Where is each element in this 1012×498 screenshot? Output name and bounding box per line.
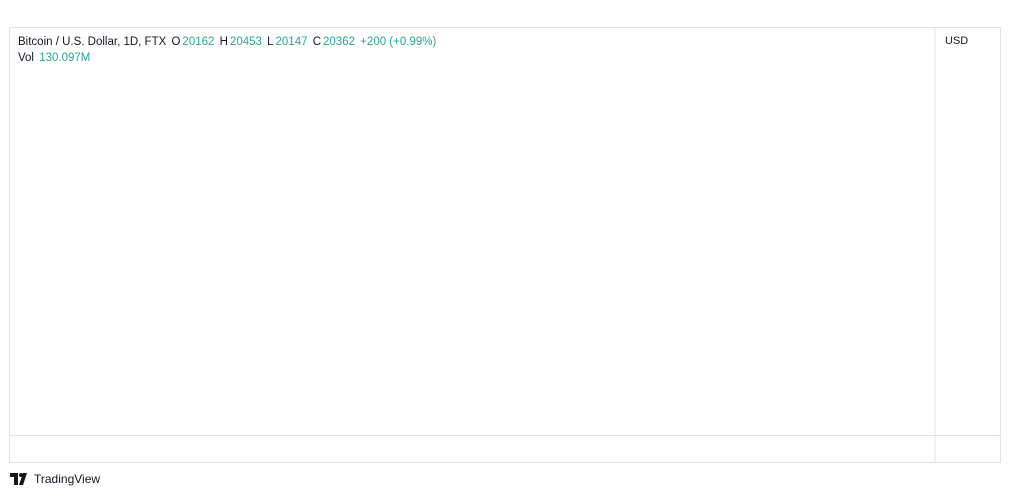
ohlc-label: C (312, 36, 322, 48)
chart-frame (9, 27, 1001, 463)
volume-row: Vol 130.097M (18, 50, 438, 66)
branding[interactable]: TradingView (10, 472, 100, 486)
logo-icon (10, 473, 27, 485)
symbol: Bitcoin / U.S. Dollar, 1D, FTX (18, 36, 167, 48)
ohlc-label: L (267, 36, 274, 48)
ohlc-value: 20162 (182, 36, 215, 48)
ohlc-label: H (219, 36, 228, 48)
ohlc-value: 20453 (229, 36, 262, 48)
logo-text: TradingView (34, 472, 101, 486)
ohlc-value: 20147 (275, 36, 308, 48)
ohlc-label: O (171, 36, 181, 48)
ohlc-value: 20362 (323, 36, 355, 48)
volume-label: Vol (18, 52, 34, 64)
volume-value: 130.097M (39, 52, 91, 64)
y-axis-label: USD (945, 35, 968, 47)
change: +200 (+0.99%) (360, 36, 437, 48)
